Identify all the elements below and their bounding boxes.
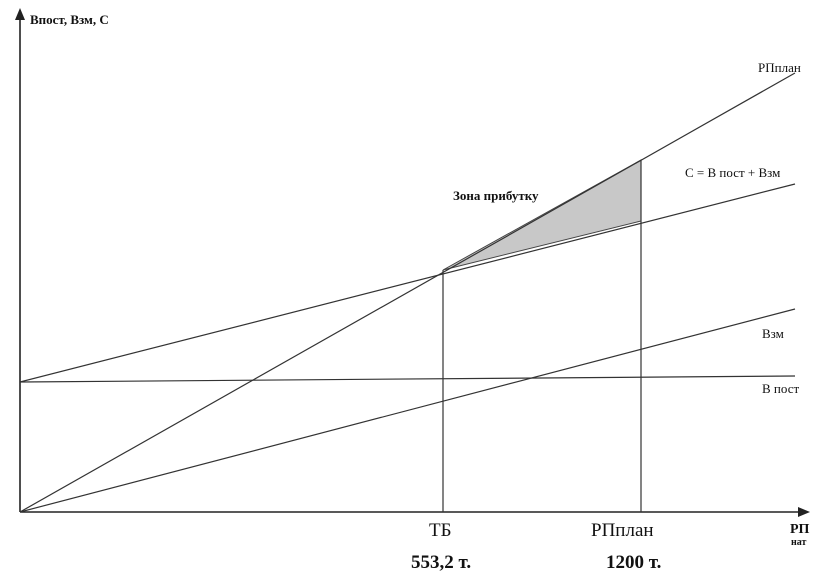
value-rp-plan: 1200 т. — [606, 552, 661, 573]
value-break-even: 553,2 т. — [411, 552, 471, 573]
tick-break-even: ТБ — [429, 520, 452, 541]
line-fixed-cost — [20, 376, 795, 382]
line-variable-cost — [20, 309, 795, 512]
line-total-cost — [20, 184, 795, 382]
x-axis-arrow — [798, 507, 810, 517]
label-fixed-cost-line: В пост — [762, 381, 799, 396]
x-axis-label-sub: нат — [791, 537, 807, 548]
x-axis-label-main: РП — [790, 522, 810, 537]
label-total-cost-line: С = В пост + Взм — [685, 165, 780, 180]
label-rp-plan-line: РПплан — [758, 60, 801, 75]
label-variable-cost-line: Взм — [762, 326, 784, 341]
label-profit-zone: Зона прибутку — [453, 188, 539, 203]
y-axis-arrow — [15, 8, 25, 20]
y-axis-label: Впост, Взм, С — [30, 12, 109, 27]
line-rp-plan — [20, 73, 795, 512]
tick-rp-plan: РПплан — [591, 520, 654, 541]
